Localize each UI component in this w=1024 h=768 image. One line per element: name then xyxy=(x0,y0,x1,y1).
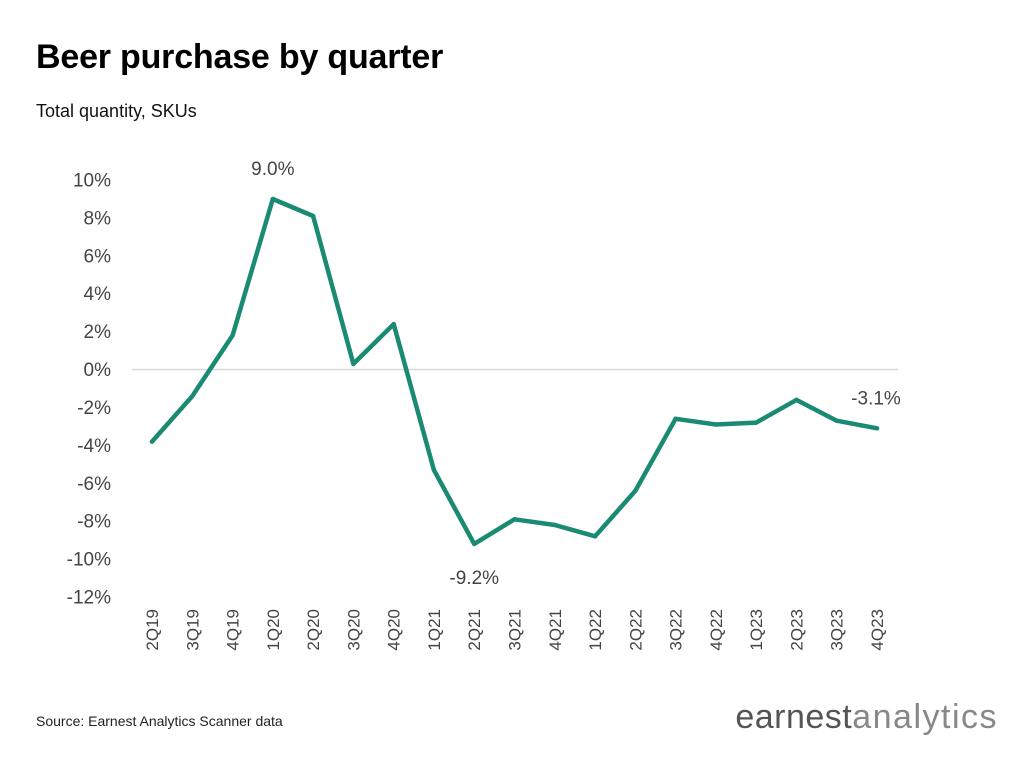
data-point-2Q20 xyxy=(310,213,316,219)
y-tick-label: -10% xyxy=(67,550,111,571)
annotations-group: 9.0% -9.2% -3.1% xyxy=(251,159,901,589)
data-point-1Q21 xyxy=(431,467,437,473)
y-tick-label: -6% xyxy=(77,474,111,495)
x-tick-label: 1Q21 xyxy=(425,609,444,651)
y-axis: 10% 8% 6% 4% 2% 0% -2% -4% -6% -8% -10% -12% xyxy=(67,171,111,609)
x-axis: 2Q19 3Q19 4Q19 1Q20 2Q20 3Q20 4Q20 1Q21 2Q21 3Q21… xyxy=(143,609,887,651)
data-point-2Q19 xyxy=(149,439,155,444)
data-label-4Q23: -3.1% xyxy=(851,388,901,409)
series-group xyxy=(149,196,880,547)
data-point-4Q21 xyxy=(552,522,557,528)
data-point-4Q19 xyxy=(230,333,235,338)
y-tick-label: 8% xyxy=(84,208,112,229)
x-tick-label: 4Q21 xyxy=(546,609,565,651)
y-tick-label: 2% xyxy=(84,322,112,343)
y-tick-label: -8% xyxy=(77,512,111,533)
x-tick-label: 2Q20 xyxy=(304,609,323,651)
x-tick-label: 2Q22 xyxy=(626,609,645,651)
data-point-4Q20 xyxy=(391,321,396,327)
y-tick-label: 4% xyxy=(84,284,112,305)
x-tick-label: 4Q22 xyxy=(707,609,726,651)
data-point-1Q20 xyxy=(270,196,276,202)
x-tick-label: 1Q23 xyxy=(747,609,766,651)
data-point-3Q20 xyxy=(351,361,356,367)
y-tick-label: -12% xyxy=(67,588,111,609)
logo-part-1: earnest xyxy=(735,698,853,736)
data-point-2Q23 xyxy=(794,397,799,403)
data-point-3Q21 xyxy=(512,517,517,522)
data-label-2Q21: -9.2% xyxy=(449,568,499,589)
x-tick-label: 4Q19 xyxy=(224,609,243,651)
data-point-3Q22 xyxy=(673,416,678,422)
data-label-1Q20: 9.0% xyxy=(251,159,294,180)
y-tick-label: -2% xyxy=(77,398,111,419)
series-line xyxy=(149,196,880,547)
y-tick-label: -4% xyxy=(77,436,111,457)
x-tick-label: 1Q22 xyxy=(586,609,605,651)
x-tick-label: 1Q20 xyxy=(264,609,283,651)
y-tick-label: 6% xyxy=(84,246,112,267)
x-tick-label: 4Q23 xyxy=(868,609,887,651)
x-tick-label: 2Q21 xyxy=(465,609,484,651)
data-point-4Q22 xyxy=(713,422,719,427)
y-tick-label: 10% xyxy=(73,171,111,192)
data-point-3Q19 xyxy=(190,393,195,399)
data-point-1Q22 xyxy=(592,534,598,539)
x-tick-label: 2Q23 xyxy=(787,609,806,651)
x-tick-label: 3Q21 xyxy=(506,609,525,651)
source-note: Source: Earnest Analytics Scanner data xyxy=(36,713,283,729)
logo-part-2: analytics xyxy=(852,698,998,736)
data-point-2Q21 xyxy=(472,541,477,547)
chart-subtitle: Total quantity, SKUs xyxy=(36,101,197,121)
data-point-4Q23 xyxy=(874,426,880,431)
x-tick-label: 4Q20 xyxy=(385,609,404,651)
chart-title: Beer purchase by quarter xyxy=(36,38,444,76)
data-point-1Q23 xyxy=(753,420,759,425)
data-point-2Q22 xyxy=(633,488,638,494)
earnest-analytics-logo: earnestanalytics xyxy=(735,698,998,737)
x-tick-label: 3Q19 xyxy=(183,609,202,651)
x-tick-label: 3Q22 xyxy=(667,609,686,651)
data-point-3Q23 xyxy=(834,418,839,423)
y-tick-label: 0% xyxy=(84,360,112,381)
x-tick-label: 3Q20 xyxy=(344,609,363,651)
x-tick-label: 3Q23 xyxy=(828,609,847,651)
x-tick-label: 2Q19 xyxy=(143,609,162,651)
